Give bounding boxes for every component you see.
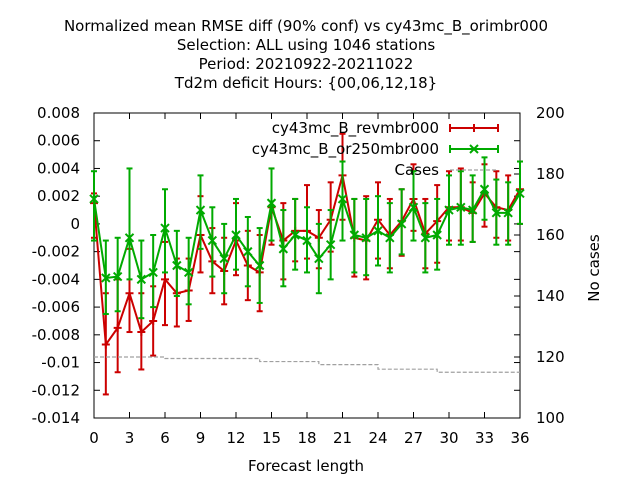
y2-axis: 200 180 160 140 120 100 (514, 104, 565, 427)
data-point (124, 233, 135, 243)
data-point (149, 316, 158, 325)
y-tick-label: 0.002 (37, 187, 80, 205)
y-tick-label: -0.012 (32, 381, 80, 399)
data-point (503, 208, 513, 218)
data-point (113, 323, 122, 332)
data-point (101, 273, 111, 283)
y-tick-label: -0.014 (32, 409, 80, 427)
x-tick-label: 18 (297, 429, 316, 447)
y-tick-label: -0.004 (32, 270, 80, 288)
data-point (432, 230, 442, 240)
y-tick-label: 0.004 (37, 159, 80, 177)
y-axis: 0.008 0.006 0.004 0.002 0 -0.002 -0.004 -0.006 -… (32, 104, 520, 427)
title-line-3: Td2m deficit Hours: {00,06,12,18} (174, 74, 437, 92)
y2-tick-label: 160 (536, 226, 565, 244)
data-point (302, 235, 312, 246)
y2-tick-label: 180 (536, 165, 565, 183)
y-tick-label: -0.006 (32, 298, 80, 316)
data-point (314, 253, 324, 264)
data-point (148, 267, 158, 278)
data-point (137, 328, 146, 337)
legend-label: cy43mc_B_revmbr000 (272, 119, 439, 138)
data-point (160, 223, 170, 233)
data-point (207, 235, 218, 246)
data-point (467, 205, 478, 215)
legend-marker (470, 124, 478, 132)
cases-line (94, 356, 520, 373)
data-point (325, 239, 336, 250)
data-point (278, 244, 289, 254)
y-tick-label: -0.002 (32, 243, 80, 261)
y2-tick-label: 100 (536, 409, 565, 427)
data-point (337, 194, 348, 204)
data-point (420, 233, 431, 243)
data-point (254, 260, 265, 271)
x-axis-label: Forecast length (248, 457, 364, 475)
legend-marker (469, 144, 479, 154)
x-axis: 0 3 6 9 12 15 18 21 24 27 30 33 36 (89, 113, 530, 447)
chart-title: Normalized mean RMSE diff (90% conf) vs … (64, 17, 548, 92)
x-tick-label: 3 (125, 429, 135, 447)
data-point (136, 274, 147, 285)
data-point (491, 208, 502, 218)
data-point (183, 267, 194, 278)
y-tick-label: 0 (70, 215, 80, 233)
data-point (479, 184, 490, 194)
series (89, 132, 525, 396)
data-point (101, 340, 110, 349)
data-point (349, 230, 360, 240)
y2-tick-label: 140 (536, 287, 565, 305)
data-point (290, 230, 300, 240)
data-point (396, 219, 407, 229)
data-point (373, 226, 383, 236)
data-point (172, 260, 182, 271)
title-line-2: Period: 20210922-20211022 (199, 55, 414, 73)
y-tick-label: -0.008 (32, 326, 80, 344)
series-2 (94, 356, 520, 373)
x-tick-label: 30 (439, 429, 458, 447)
series-1 (89, 156, 525, 320)
title-line-1: Selection: ALL using 1046 stations (177, 36, 436, 54)
data-point (161, 275, 169, 284)
x-tick-label: 0 (89, 429, 99, 447)
data-point (408, 202, 419, 212)
data-point (125, 289, 134, 298)
x-tick-label: 36 (510, 429, 529, 447)
data-point (112, 271, 123, 282)
x-tick-label: 33 (475, 429, 494, 447)
legend-label: cy43mc_B_or250mbr000 (252, 140, 439, 159)
x-tick-label: 21 (333, 429, 352, 447)
data-point (195, 205, 206, 215)
data-point (266, 198, 277, 208)
data-point (243, 246, 253, 257)
data-point (385, 233, 395, 243)
x-tick-label: 12 (226, 429, 245, 447)
data-point (444, 205, 454, 215)
y-tick-label: 0.006 (37, 132, 80, 150)
x-tick-label: 15 (262, 429, 281, 447)
y-tick-label: -0.01 (41, 354, 80, 372)
data-point (219, 253, 229, 264)
y-tick-label: 0.008 (37, 104, 80, 122)
data-point (456, 202, 466, 212)
data-point (515, 188, 525, 199)
x-tick-label: 24 (368, 429, 387, 447)
legend: cy43mc_B_revmbr000 cy43mc_B_or250mbr000 Ca… (252, 119, 499, 179)
x-tick-label: 27 (404, 429, 423, 447)
y2-tick-label: 200 (536, 104, 565, 122)
x-tick-label: 9 (196, 429, 206, 447)
data-point (231, 230, 241, 240)
y2-axis-label: No cases (585, 234, 603, 302)
legend-label: Cases (394, 161, 439, 179)
x-tick-label: 6 (160, 429, 170, 447)
y2-tick-label: 120 (536, 348, 565, 366)
data-point (89, 194, 99, 204)
data-point (361, 233, 371, 243)
title-line-0: Normalized mean RMSE diff (90% conf) vs … (64, 17, 548, 36)
